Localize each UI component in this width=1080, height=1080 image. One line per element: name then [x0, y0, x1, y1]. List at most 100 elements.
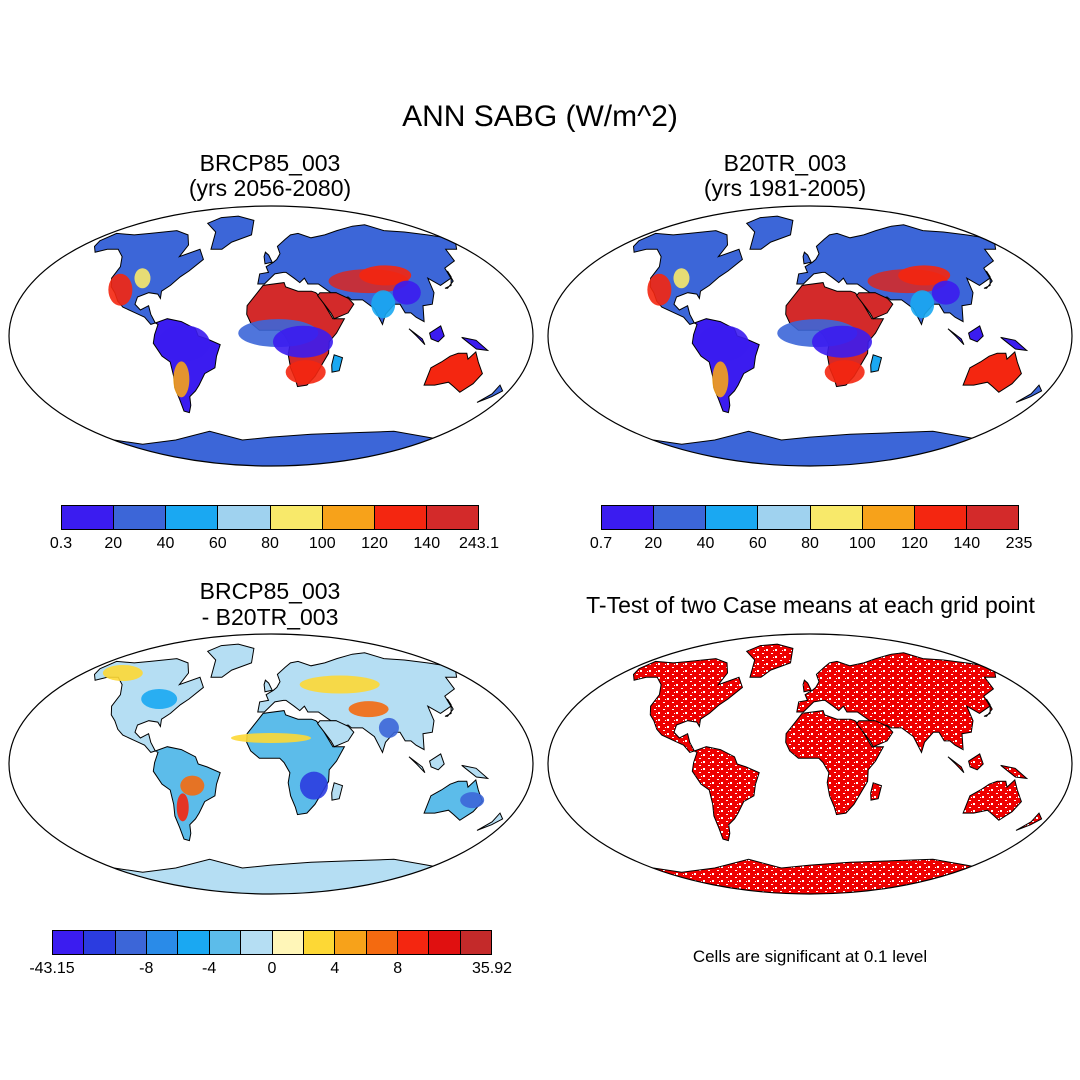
panel-2-title-line2: (yrs 1981-2005) [703, 175, 867, 201]
land-newGuinea [461, 336, 490, 352]
colorbar-swatch [166, 506, 219, 529]
land-arabia [855, 292, 894, 320]
colorbar-swatch [374, 506, 427, 529]
field-patch [696, 325, 749, 362]
panel-4-map [547, 633, 1073, 895]
land-arabia [316, 720, 355, 748]
colorbar-swatch [303, 931, 336, 954]
field-patch [647, 273, 672, 306]
panel-1-colorbar [61, 505, 479, 530]
land-newZealand [1015, 812, 1043, 831]
colorbar-label: 80 [261, 535, 279, 552]
land-greenland [206, 643, 255, 678]
field-patch [931, 280, 960, 305]
colorbar-swatch [241, 931, 273, 954]
field-patch [176, 793, 189, 822]
panel-3-map [8, 633, 534, 895]
colorbar-swatch [272, 931, 304, 954]
land-japan [983, 698, 993, 717]
colorbar-swatch [270, 506, 323, 529]
colorbar-label: 0 [267, 960, 277, 977]
colorbar-label: 60 [748, 535, 767, 552]
colorbar-label: 120 [901, 535, 928, 552]
colorbar-label: 35.92 [471, 960, 513, 977]
land-southAmerica [691, 746, 760, 842]
field-patch [824, 360, 865, 385]
significance-note: Cells are significant at 0.1 level [692, 947, 928, 966]
land-eurasia [796, 652, 997, 754]
land-australia [423, 350, 483, 393]
land-japan [444, 698, 454, 717]
land-britain [263, 679, 273, 693]
panel-4-title: T-Test of two Case means at each grid po… [586, 592, 1035, 618]
land-newGuinea [1000, 764, 1029, 780]
field-patch [141, 689, 178, 709]
land-newGuinea [461, 764, 490, 780]
map-border [8, 205, 534, 467]
field-patch [272, 325, 333, 358]
field-patch [392, 280, 421, 305]
colorbar-swatch [397, 931, 430, 954]
land-australia [962, 350, 1022, 393]
land-britain [802, 251, 812, 265]
colorbar-label: -4 [202, 960, 217, 977]
colorbar-swatch [602, 506, 655, 529]
colorbar-label: 100 [308, 535, 336, 552]
land-japan [983, 270, 993, 289]
land-sumatra [947, 328, 965, 346]
land-arabia [855, 720, 894, 748]
panel-2-title-line1: B20TR_003 [723, 150, 847, 176]
colorbar-label: 40 [156, 535, 175, 552]
land-antarctica [94, 430, 444, 466]
map-border [8, 633, 534, 895]
field-patch [173, 361, 190, 398]
land-sumatra [408, 328, 426, 346]
field-patch [371, 290, 396, 319]
land-greenland [745, 643, 794, 678]
colorbar-label: -8 [139, 960, 154, 977]
colorbar-swatch [862, 506, 915, 529]
colorbar-swatch [758, 506, 811, 529]
land-arabia [316, 292, 355, 320]
panel-3-title-line1: BRCP85_003 [199, 578, 341, 604]
map-border [547, 633, 1073, 895]
colorbar-label: 20 [644, 535, 663, 552]
colorbar-label: 20 [104, 535, 123, 552]
land-japan [444, 270, 454, 289]
panel-1-title-line2: (yrs 2056-2080) [188, 175, 352, 201]
colorbar-swatch [53, 931, 85, 954]
map-border [547, 205, 1073, 467]
land-antarctica [94, 858, 444, 894]
colorbar-swatch [322, 506, 375, 529]
field-patch [299, 771, 328, 800]
colorbar-swatch [114, 506, 167, 529]
colorbar-label: 120 [361, 535, 388, 552]
colorbar-label: 140 [413, 535, 441, 552]
field-patch [673, 268, 690, 289]
colorbar-label: 243.1 [458, 535, 500, 552]
land-newGuinea [1000, 336, 1029, 352]
colorbar-swatch [914, 506, 967, 529]
land-borneo [429, 325, 445, 343]
figure-title: ANN SABG (W/m^2) [402, 100, 678, 133]
field-patch [134, 268, 151, 289]
colorbar-swatch [335, 931, 367, 954]
colorbar-label: 4 [330, 960, 340, 977]
colorbar-swatch [209, 931, 242, 954]
colorbar-swatch [115, 931, 148, 954]
colorbar-swatch [178, 931, 210, 954]
panel-2-map [547, 205, 1073, 467]
land-newZealand [476, 812, 504, 831]
land-greenland [745, 215, 794, 250]
colorbar-swatch [366, 931, 398, 954]
field-patch [157, 325, 210, 362]
colorbar-swatch [966, 506, 1018, 529]
field-patch [299, 675, 380, 694]
colorbar-label: 235 [1005, 535, 1033, 552]
colorbar-label: -43.15 [29, 960, 75, 977]
land-madagascar [870, 354, 883, 373]
colorbar-swatch [654, 506, 707, 529]
field-patch [231, 733, 311, 743]
field-patch [348, 701, 389, 718]
panel-2-colorbar [601, 505, 1019, 530]
